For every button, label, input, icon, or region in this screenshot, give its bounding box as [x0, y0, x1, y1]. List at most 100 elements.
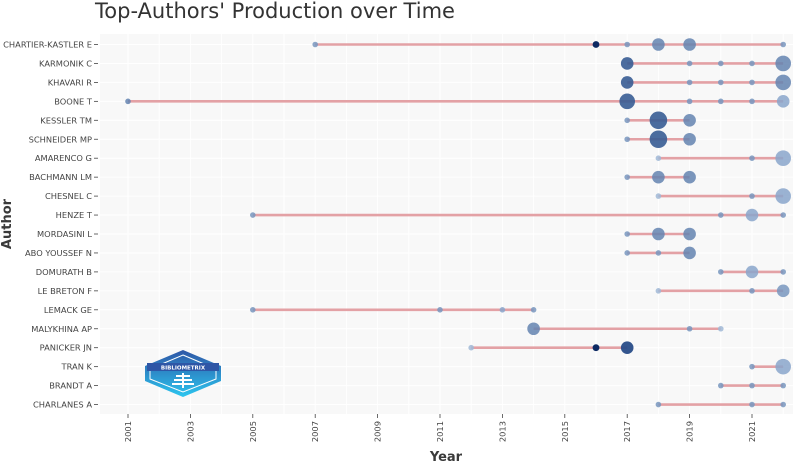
production-point[interactable]	[683, 114, 696, 127]
logo-text: BIBLIOMETRIX	[161, 366, 206, 372]
production-point[interactable]	[624, 136, 630, 143]
production-point[interactable]	[745, 265, 759, 279]
production-point[interactable]	[775, 188, 791, 204]
x-tick-label: 2015	[560, 421, 570, 442]
production-point[interactable]	[499, 307, 506, 313]
production-point[interactable]	[592, 41, 600, 48]
production-point[interactable]	[686, 98, 693, 105]
production-point[interactable]	[652, 38, 665, 51]
production-point[interactable]	[655, 250, 662, 256]
logo-bars-icon	[172, 373, 194, 388]
production-point[interactable]	[749, 363, 755, 370]
production-point[interactable]	[749, 382, 755, 389]
y-axis-title: Author	[0, 198, 15, 249]
production-point[interactable]	[718, 79, 724, 86]
production-point[interactable]	[780, 382, 786, 389]
production-point[interactable]	[718, 382, 724, 389]
production-point[interactable]	[250, 212, 256, 218]
y-tick-label: MORDASINI L	[37, 229, 92, 239]
x-tick-label: 2001	[123, 421, 133, 442]
production-point[interactable]	[749, 60, 755, 67]
production-point[interactable]	[683, 227, 696, 241]
x-tick-label: 2019	[685, 421, 695, 442]
production-point[interactable]	[619, 93, 635, 110]
author-series	[125, 38, 791, 408]
production-point[interactable]	[776, 95, 790, 108]
production-point[interactable]	[655, 193, 662, 199]
y-tick-label: KHAVARI R	[48, 77, 92, 87]
production-point[interactable]	[749, 193, 755, 199]
production-point[interactable]	[652, 170, 665, 184]
y-tick-label: KESSLER TM	[40, 115, 92, 125]
production-point[interactable]	[530, 307, 537, 313]
production-point[interactable]	[655, 155, 662, 161]
production-point[interactable]	[775, 150, 791, 166]
production-point[interactable]	[775, 74, 791, 91]
chart-title: Top-Authors' Production over Time	[94, 0, 455, 23]
production-point[interactable]	[624, 41, 630, 48]
plot-background	[100, 34, 793, 414]
production-point[interactable]	[718, 325, 724, 332]
x-tick-label: 2013	[497, 421, 507, 442]
production-point[interactable]	[655, 401, 662, 408]
x-tick-label: 2003	[185, 421, 195, 442]
production-point[interactable]	[718, 60, 724, 67]
production-point[interactable]	[624, 174, 630, 180]
production-point[interactable]	[776, 284, 790, 298]
production-point[interactable]	[780, 269, 786, 275]
production-point[interactable]	[686, 325, 693, 332]
y-tick-label: KARMONIK C	[39, 58, 92, 68]
y-tick-label: DOMURATH B	[36, 267, 93, 277]
production-point[interactable]	[749, 98, 755, 105]
production-point[interactable]	[775, 55, 791, 72]
production-point[interactable]	[649, 130, 668, 149]
production-point[interactable]	[775, 358, 791, 375]
production-point[interactable]	[718, 269, 724, 275]
y-tick-label: CHARTIER-KASTLER E	[3, 40, 92, 50]
x-tick-label: 2021	[747, 421, 757, 442]
production-point[interactable]	[749, 155, 755, 161]
x-axis-title: Year	[429, 450, 463, 463]
production-point[interactable]	[527, 322, 540, 336]
production-point[interactable]	[468, 344, 475, 351]
y-tick-label: LE BRETON F	[38, 286, 93, 296]
production-point[interactable]	[683, 170, 696, 184]
production-point[interactable]	[745, 208, 759, 222]
production-point[interactable]	[624, 117, 630, 124]
production-point[interactable]	[592, 344, 600, 352]
y-tick-label: CHARLANES A	[33, 400, 92, 410]
production-point[interactable]	[250, 307, 256, 313]
production-point[interactable]	[655, 288, 662, 294]
production-point[interactable]	[683, 38, 696, 51]
y-tick-label: LEMACK GE	[44, 305, 92, 315]
production-point[interactable]	[620, 76, 634, 89]
production-point[interactable]	[624, 250, 630, 256]
y-tick-label: CHESNEL C	[45, 191, 92, 201]
production-point[interactable]	[620, 341, 634, 355]
x-tick-label: 2011	[435, 421, 445, 442]
production-point[interactable]	[649, 111, 668, 130]
production-point[interactable]	[749, 79, 755, 86]
production-point[interactable]	[749, 288, 755, 294]
production-point[interactable]	[686, 60, 693, 67]
production-point[interactable]	[780, 212, 786, 218]
production-point[interactable]	[686, 79, 693, 86]
y-tick-label: ABO YOUSSEF N	[25, 248, 92, 258]
production-point[interactable]	[312, 41, 319, 48]
production-point[interactable]	[718, 212, 724, 218]
production-point[interactable]	[749, 401, 755, 408]
production-point[interactable]	[780, 41, 786, 48]
y-tick-label: PANICKER JN	[40, 343, 92, 353]
production-point[interactable]	[624, 231, 630, 237]
production-point[interactable]	[652, 227, 665, 241]
production-point[interactable]	[620, 57, 634, 70]
production-point[interactable]	[780, 401, 786, 408]
production-point[interactable]	[718, 98, 724, 105]
production-point[interactable]	[125, 98, 131, 105]
production-point[interactable]	[437, 307, 443, 313]
production-point[interactable]	[683, 246, 696, 260]
production-point[interactable]	[683, 132, 696, 146]
y-tick-label: MALYKHINA AP	[31, 324, 92, 334]
